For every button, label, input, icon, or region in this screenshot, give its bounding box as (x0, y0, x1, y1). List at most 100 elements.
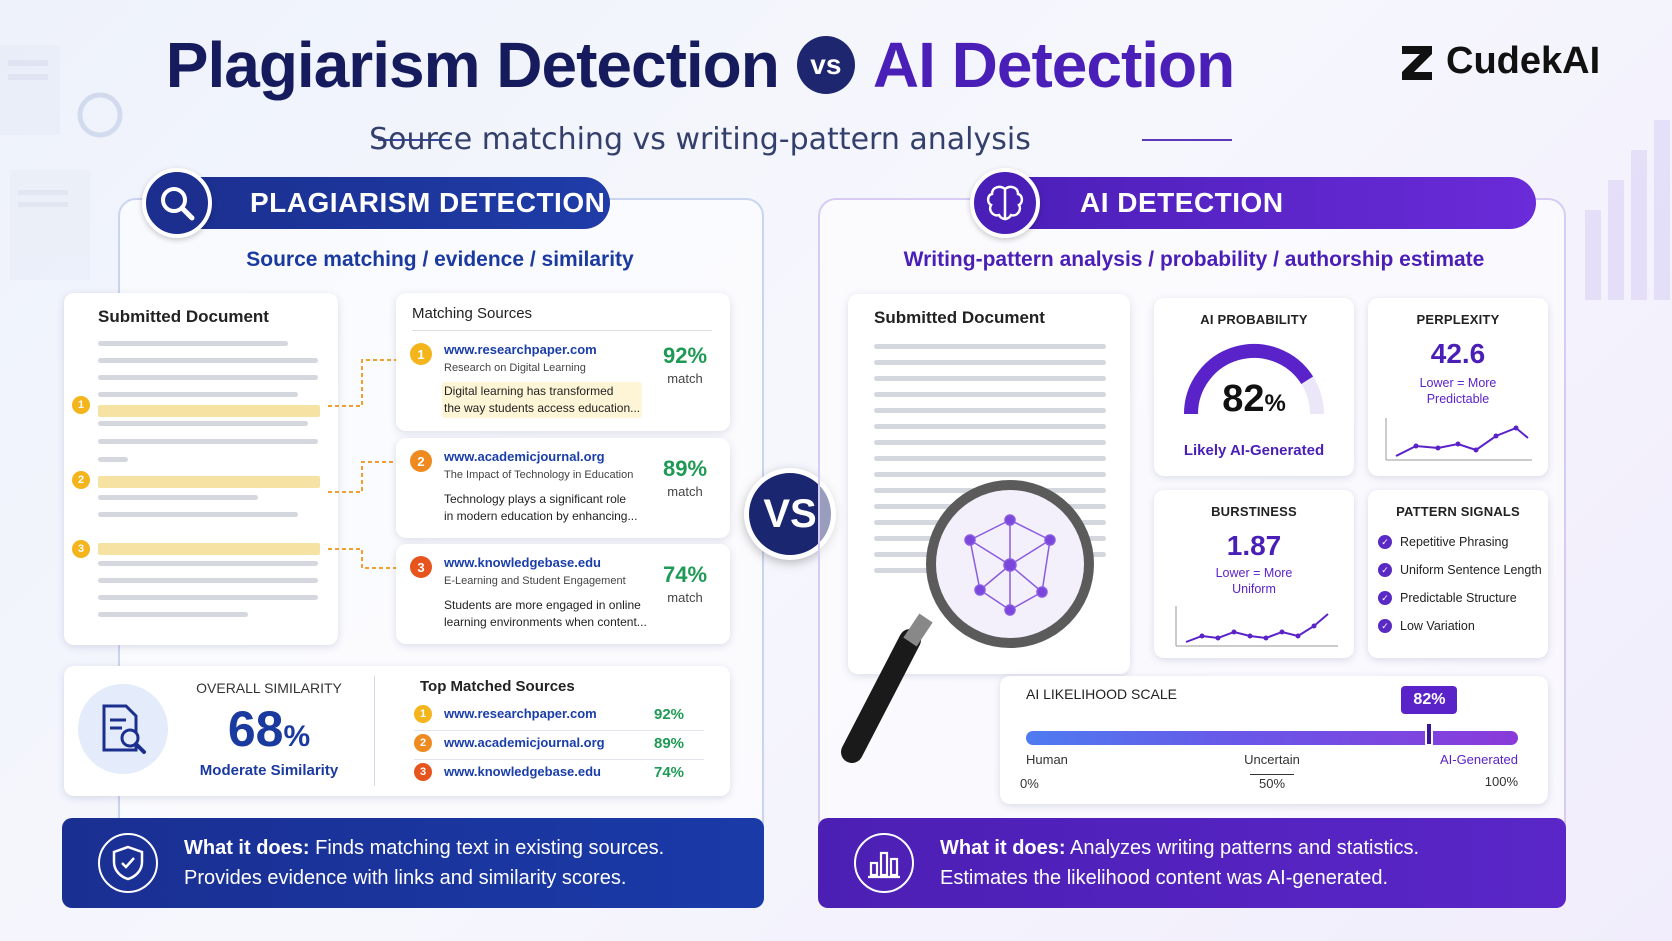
source-text-2a: Technology plays a significant role (444, 492, 627, 506)
source-url-3[interactable]: www.knowledgebase.edu (444, 555, 601, 570)
source-pct-3: 74% (662, 562, 708, 587)
ai-tagline: Writing-pattern analysis / probability /… (903, 248, 1485, 271)
overall-desc: Moderate Similarity (199, 762, 339, 779)
plagiarism-what-line2: Provides evidence with links and similar… (184, 867, 627, 889)
source-pct-label-1: match (667, 371, 703, 386)
shield-check-icon-circle (98, 833, 158, 893)
top-source-url-2[interactable]: www.academicjournal.org (444, 735, 605, 750)
marker-3: 3 (72, 540, 90, 558)
perplexity-card: PERPLEXITY 42.6 Lower = More Predictable (1368, 298, 1548, 476)
scale-label-ai: AI-Generated (1439, 752, 1518, 767)
source-text-2b: in modern education by enhancing... (444, 509, 638, 523)
source-text-3a: Students are more engaged in online (444, 598, 641, 612)
burstiness-title: BURSTINESS (1211, 504, 1297, 519)
burstiness-desc1: Lower = More (1215, 566, 1293, 580)
plagiarism-what-line1: Finds matching text in existing sources. (309, 837, 665, 859)
top-sources-title: Top Matched Sources (420, 678, 575, 695)
burstiness-sparkline (1175, 606, 1338, 647)
perplexity-desc1: Lower = More (1419, 376, 1497, 390)
plagiarism-header: PLAGIARISM DETECTION (160, 177, 610, 229)
top-source-pct-3: 74% (654, 764, 685, 781)
ai-probability-gauge (1184, 343, 1324, 415)
cudekai-logo-icon (1402, 45, 1432, 80)
match-connectors (328, 359, 398, 569)
ai-what-bold: What it does: (940, 837, 1066, 859)
document-search-icon-circle (78, 684, 168, 774)
source-text-1b: the way students access education... (444, 401, 641, 415)
matching-sources-title: Matching Sources (412, 305, 533, 322)
ai-probability-title: AI PROBABILITY (1200, 312, 1308, 327)
center-vs-text: VS (763, 491, 817, 536)
matching-source-card-2: 2 www.academicjournal.org The Impact of … (396, 438, 730, 538)
ai-what-it-does: What it does: Analyzes writing patterns … (818, 818, 1566, 908)
title-vs-badge: vs (796, 36, 855, 94)
signal-item: ✓ Repetitive Phrasing (1378, 528, 1542, 556)
ai-document-title: Submitted Document (874, 308, 1045, 327)
subtitle-line-right (1142, 139, 1232, 141)
scale-label-uncertain: Uncertain (1244, 752, 1300, 767)
ai-heading: AI DETECTION (1080, 187, 1284, 218)
shield-check-icon (112, 845, 144, 881)
ai-header: AI DETECTION (990, 177, 1536, 229)
top-source-url-3[interactable]: www.knowledgebase.edu (444, 764, 601, 779)
signal-item: ✓ Predictable Structure (1378, 584, 1542, 612)
burstiness-card: BURSTINESS 1.87 Lower = More Uniform (1154, 490, 1354, 658)
check-icon: ✓ (1378, 619, 1392, 633)
scale-tick-100: 100% (1484, 774, 1518, 789)
bar-chart-icon (868, 851, 900, 879)
burstiness-desc2: Uniform (1232, 582, 1276, 596)
source-text-1a: Digital learning has transformed (444, 384, 614, 398)
scale-tick-50: 50% (1258, 776, 1286, 791)
source-number-1: 1 (410, 343, 432, 365)
ai-probability-value: 82 (1222, 378, 1265, 420)
document-search-icon (102, 704, 146, 754)
source-pct-label-2: match (667, 484, 703, 499)
plagiarism-document: Submitted Document (64, 293, 338, 645)
ai-header-icon-circle (970, 168, 1040, 238)
check-icon: ✓ (1378, 535, 1392, 549)
main-title: Plagiarism Detection vs AI Detection (0, 28, 1400, 102)
source-url-1[interactable]: www.researchpaper.com (444, 342, 597, 357)
magnifier-icon (161, 187, 195, 221)
plagiarism-what-it-does: What it does: Finds matching text in exi… (62, 818, 764, 908)
perplexity-sparkline (1385, 418, 1532, 461)
signal-item: ✓ Low Variation (1378, 612, 1542, 640)
matching-source-card-3: 3 www.knowledgebase.edu E-Learning and S… (396, 544, 730, 644)
source-pct-2: 89% (662, 456, 708, 481)
overall-value: 68 (227, 701, 284, 757)
highlight-1 (98, 405, 320, 417)
source-url-2[interactable]: www.academicjournal.org (444, 449, 605, 464)
top-source-number-3: 3 (414, 763, 432, 781)
signal-item: ✓ Uniform Sentence Length (1378, 556, 1542, 584)
scale-marker: 82% (1399, 686, 1459, 750)
source-sub-1: Research on Digital Learning (444, 362, 586, 374)
signal-label: Repetitive Phrasing (1400, 535, 1509, 549)
top-source-pct-1: 92% (654, 706, 685, 723)
pattern-signals-title: PATTERN SIGNALS (1396, 504, 1520, 519)
ai-probability-card: AI PROBABILITY 82% Likely AI-Generated (1154, 298, 1354, 476)
perplexity-title: PERPLEXITY (1416, 312, 1500, 327)
document-title: Submitted Document (98, 307, 269, 326)
highlight-2 (98, 476, 320, 488)
source-number-2: 2 (410, 450, 432, 472)
top-source-url-1[interactable]: www.researchpaper.com (444, 706, 597, 721)
signal-label: Low Variation (1400, 619, 1475, 633)
plagiarism-heading: PLAGIARISM DETECTION (250, 187, 606, 218)
source-pct-label-3: match (667, 590, 703, 605)
signal-label: Predictable Structure (1400, 591, 1517, 605)
matching-sources-card: Matching Sources 1 www.researchpaper.com… (396, 293, 730, 431)
overall-label: OVERALL SIMILARITY (196, 680, 342, 696)
check-icon: ✓ (1378, 563, 1392, 577)
subtitle-line-left (378, 139, 450, 141)
marker-2: 2 (72, 471, 90, 489)
overall-similarity-card: OVERALL SIMILARITY 68% Moderate Similari… (64, 666, 730, 796)
title-plagiarism: Plagiarism Detection (165, 29, 780, 101)
pattern-signals-card: PATTERN SIGNALS ✓ Repetitive Phrasing ✓ Un… (1368, 490, 1548, 658)
plagiarism-tagline: Source matching / evidence / similarity (246, 248, 634, 271)
plagiarism-what-bold: What it does: (184, 837, 310, 859)
brain-icon (986, 185, 1024, 221)
scale-bar (1026, 731, 1518, 745)
perplexity-value: 42.6 (1430, 338, 1486, 369)
source-sub-2: The Impact of Technology in Education (444, 469, 634, 481)
